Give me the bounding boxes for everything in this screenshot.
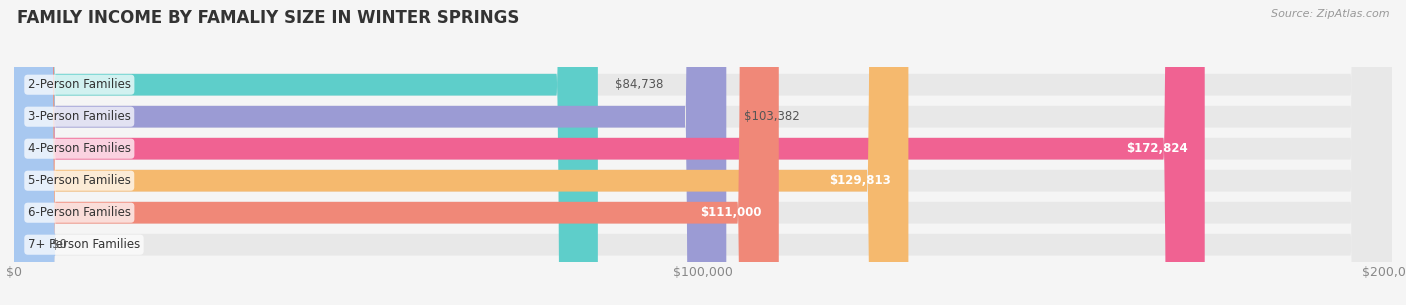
FancyBboxPatch shape [14, 0, 1392, 305]
Text: 6-Person Families: 6-Person Families [28, 206, 131, 219]
FancyBboxPatch shape [14, 0, 779, 305]
FancyBboxPatch shape [14, 0, 1392, 305]
FancyBboxPatch shape [14, 0, 1205, 305]
FancyBboxPatch shape [14, 0, 1392, 305]
Text: $0: $0 [52, 238, 67, 251]
Text: FAMILY INCOME BY FAMALIY SIZE IN WINTER SPRINGS: FAMILY INCOME BY FAMALIY SIZE IN WINTER … [17, 9, 519, 27]
FancyBboxPatch shape [14, 0, 1392, 305]
Text: 4-Person Families: 4-Person Families [28, 142, 131, 155]
FancyBboxPatch shape [14, 0, 1392, 305]
FancyBboxPatch shape [14, 0, 598, 305]
FancyBboxPatch shape [14, 0, 908, 305]
FancyBboxPatch shape [14, 0, 727, 305]
Text: 3-Person Families: 3-Person Families [28, 110, 131, 123]
Text: $111,000: $111,000 [700, 206, 762, 219]
Text: 7+ Person Families: 7+ Person Families [28, 238, 141, 251]
Text: $129,813: $129,813 [830, 174, 891, 187]
Text: 5-Person Families: 5-Person Families [28, 174, 131, 187]
FancyBboxPatch shape [0, 0, 55, 305]
Text: $172,824: $172,824 [1126, 142, 1188, 155]
Text: Source: ZipAtlas.com: Source: ZipAtlas.com [1271, 9, 1389, 19]
Text: 2-Person Families: 2-Person Families [28, 78, 131, 91]
Text: $84,738: $84,738 [614, 78, 664, 91]
Text: $103,382: $103,382 [744, 110, 799, 123]
FancyBboxPatch shape [14, 0, 1392, 305]
